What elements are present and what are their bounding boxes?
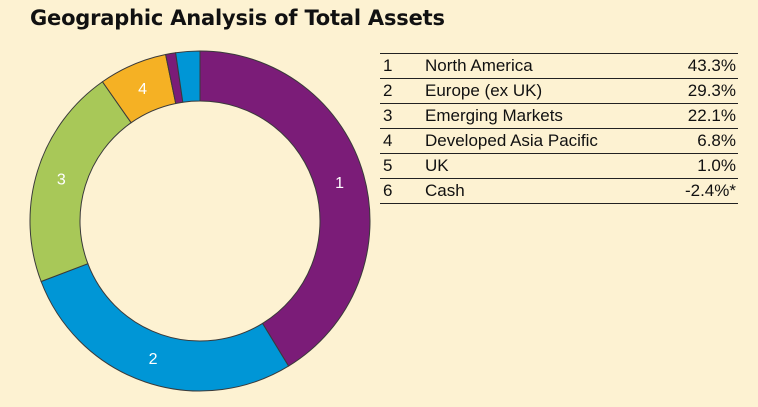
legend-row: 6 Cash -2.4%*	[380, 178, 738, 204]
donut-slice-6	[175, 50, 201, 103]
legend-value: 6.8%	[664, 128, 738, 154]
legend-row: 3 Emerging Markets 22.1%	[380, 103, 738, 129]
legend-number: 3	[380, 103, 425, 129]
legend-table: 1 North America 43.3% 2 Europe (ex UK) 29.3% 3…	[380, 53, 738, 204]
legend-region-name: North America	[425, 53, 665, 79]
legend-row: 2 Europe (ex UK) 29.3%	[380, 78, 738, 104]
legend-number: 4	[380, 128, 425, 154]
donut-slice-3	[29, 81, 132, 283]
donut-chart: 1 2 3 4	[29, 50, 371, 392]
legend-number: 2	[380, 78, 425, 104]
slice-label-4: 4	[138, 81, 147, 98]
legend-value: 1.0%	[664, 153, 738, 179]
legend-region-name: Europe (ex UK)	[425, 78, 665, 104]
legend-row: 4 Developed Asia Pacific 6.8%	[380, 128, 738, 154]
legend-number: 6	[380, 178, 425, 204]
slice-label-3: 3	[57, 171, 66, 188]
legend-row: 5 UK 1.0%	[380, 153, 738, 179]
donut-slice-2	[40, 263, 290, 392]
legend-number: 1	[380, 53, 425, 79]
legend-value: 43.3%	[664, 53, 738, 79]
donut-slice-1	[199, 50, 371, 367]
legend-region-name: Cash	[425, 178, 665, 204]
legend-value: -2.4%*	[664, 178, 738, 204]
legend-region-name: Developed Asia Pacific	[425, 128, 665, 154]
legend-row: 1 North America 43.3%	[380, 53, 738, 79]
legend-region-name: UK	[425, 153, 665, 179]
slice-label-1: 1	[335, 175, 344, 192]
legend-value: 22.1%	[664, 103, 738, 129]
legend-number: 5	[380, 153, 425, 179]
chart-title: Geographic Analysis of Total Assets	[30, 6, 445, 30]
legend-value: 29.3%	[664, 78, 738, 104]
legend-region-name: Emerging Markets	[425, 103, 665, 129]
slice-label-2: 2	[149, 351, 158, 368]
